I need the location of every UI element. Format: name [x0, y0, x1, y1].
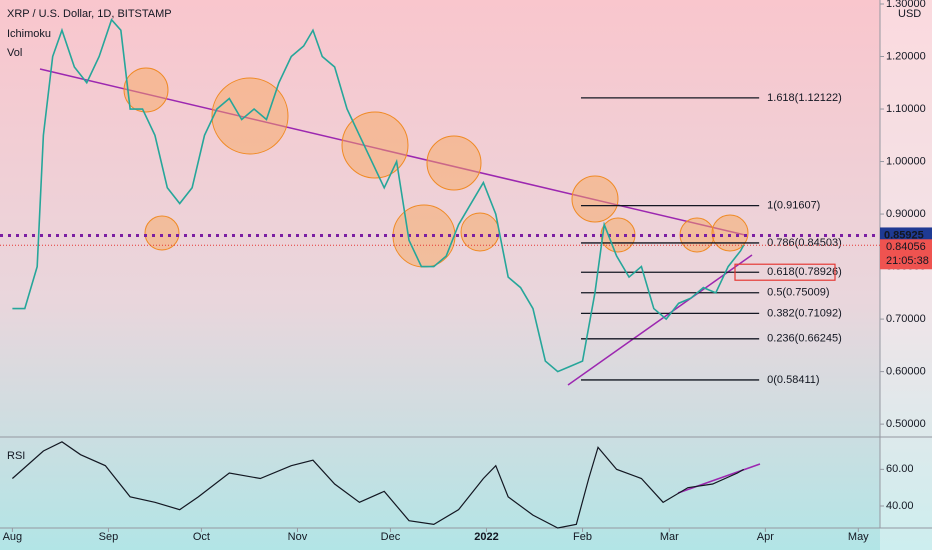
x-tick-label: Dec	[381, 531, 401, 543]
fib-label: 0.5(0.75009)	[767, 287, 829, 299]
x-tick-label: Aug	[3, 531, 23, 543]
fib-label: 0(0.58411)	[767, 374, 819, 386]
last-price-label: 0.84056	[886, 241, 926, 253]
y-tick-label: 0.90000	[886, 208, 926, 220]
fib-highlight	[734, 263, 836, 281]
indicator-label: Vol	[7, 47, 22, 59]
y-tick-label: 0.60000	[886, 366, 926, 378]
rsi-tick-label: 60.00	[886, 463, 914, 475]
rsi-tick-label: 40.00	[886, 500, 914, 512]
x-tick-label: Sep	[99, 531, 119, 543]
highlight-circles	[123, 67, 749, 268]
x-tick-label: 2022	[474, 531, 498, 543]
rsi-label: RSI	[7, 450, 25, 462]
price-line	[12, 18, 745, 373]
fib-label: 0.786(0.84503)	[767, 237, 842, 249]
chart-title: XRP / U.S. Dollar, 1D, BITSTAMP	[7, 8, 172, 20]
x-tick-label: Mar	[660, 531, 679, 543]
y-tick-label: 1.00000	[886, 155, 926, 167]
fib-label: 0.618(0.78926)	[767, 266, 842, 278]
countdown-label: 21:05:38	[886, 255, 929, 267]
x-tick-label: Feb	[573, 531, 592, 543]
x-tick-label: Oct	[193, 531, 210, 543]
y-unit: USD	[898, 8, 921, 20]
last-price-box	[880, 239, 932, 270]
fib-label: 0.236(0.66245)	[767, 333, 842, 345]
x-tick-label: Nov	[288, 531, 308, 543]
price-axis-bg	[880, 0, 932, 550]
y-tick-label: 1.20000	[886, 50, 926, 62]
fib-label: 1(0.91607)	[767, 200, 820, 212]
indicator-label: Ichimoku	[7, 28, 51, 40]
fib-label: 1.618(1.12122)	[767, 92, 842, 104]
y-tick-label: 0.50000	[886, 418, 926, 430]
rsi-line	[11, 441, 744, 529]
y-tick-label: 1.10000	[886, 103, 926, 115]
trend-line	[567, 254, 753, 386]
x-tick-label: Apr	[757, 531, 774, 543]
y-tick-label: 0.70000	[886, 313, 926, 325]
x-tick-label: May	[848, 531, 869, 543]
rsi-trend-line	[677, 463, 761, 494]
fib-label: 0.382(0.71092)	[767, 307, 842, 319]
y-tick-label: 1.30000	[886, 0, 926, 10]
marker-level-label: 0.85925	[884, 229, 924, 241]
